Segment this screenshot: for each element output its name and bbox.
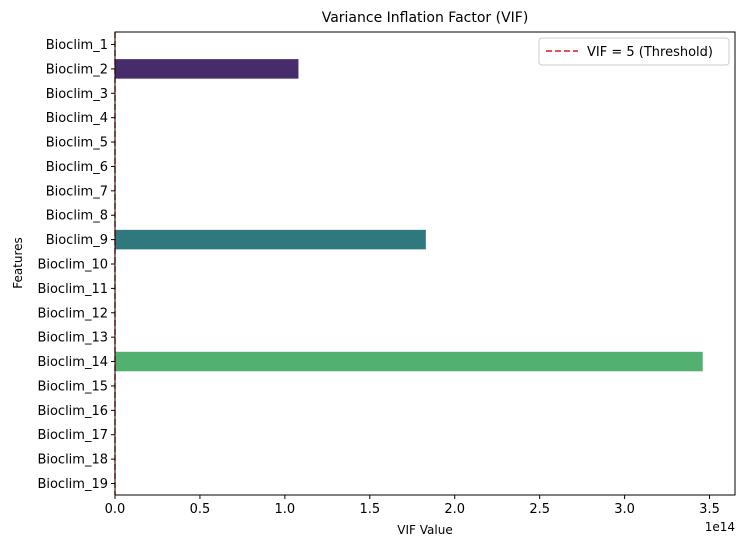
x-tick-label: 3.0 [614, 502, 635, 517]
bar-bioclim-2 [115, 59, 299, 79]
y-tick-label: Bioclim_19 [37, 477, 108, 492]
bar-bioclim-9 [115, 229, 426, 250]
y-tick-label: Bioclim_5 [46, 136, 108, 151]
x-tick-label: 1.5 [359, 502, 380, 517]
y-tick-label: Bioclim_17 [37, 428, 108, 443]
y-tick-label: Bioclim_7 [46, 184, 108, 199]
y-axis-ticks: Bioclim_1 Bioclim_2 Bioclim_3 Bioclim_4 Bioc… [37, 38, 115, 492]
x-tick-label: 1.0 [275, 502, 296, 517]
bars-group [115, 59, 703, 372]
y-tick-label: Bioclim_12 [37, 306, 108, 321]
y-tick-label: Bioclim_6 [46, 160, 108, 175]
chart-title: Variance Inflation Factor (VIF) [322, 10, 529, 26]
y-tick-label: Bioclim_10 [37, 258, 108, 273]
y-tick-label: Bioclim_18 [37, 453, 108, 468]
x-tick-label: 0.0 [105, 502, 126, 517]
plot-frame [114, 31, 736, 496]
bar-bioclim-14 [115, 351, 703, 372]
x-axis-ticks: 0.0 0.5 1.0 1.5 2.0 2.5 3.0 3.5 [105, 495, 720, 517]
y-tick-label: Bioclim_8 [46, 209, 108, 224]
y-tick-label: Bioclim_16 [37, 404, 108, 419]
legend-label: VIF = 5 (Threshold) [587, 45, 713, 60]
y-tick-label: Bioclim_13 [37, 331, 108, 346]
y-axis-label: Features [11, 237, 25, 289]
legend-box [538, 37, 730, 66]
x-axis-label: VIF Value [397, 523, 452, 537]
legend: VIF = 5 (Threshold) [538, 37, 730, 66]
x-tick-label: 2.5 [529, 502, 550, 517]
y-tick-label: Bioclim_2 [46, 62, 108, 77]
x-tick-label: 2.0 [444, 502, 465, 517]
y-tick-label: Bioclim_15 [37, 379, 108, 394]
y-tick-label: Bioclim_11 [37, 282, 108, 297]
x-offset-label: 1e14 [705, 520, 735, 534]
x-tick-label: 0.5 [190, 502, 211, 517]
y-tick-label: Bioclim_1 [46, 38, 108, 53]
x-tick-label: 3.5 [699, 502, 720, 517]
y-tick-label: Bioclim_4 [46, 111, 108, 126]
y-tick-label: Bioclim_14 [37, 355, 108, 370]
y-tick-label: Bioclim_9 [46, 233, 108, 248]
y-tick-label: Bioclim_3 [46, 87, 108, 102]
